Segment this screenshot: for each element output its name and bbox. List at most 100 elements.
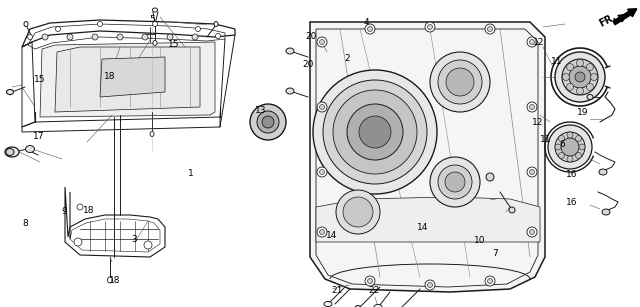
Circle shape: [77, 204, 83, 210]
Text: 10: 10: [474, 236, 486, 246]
Circle shape: [216, 33, 221, 38]
Circle shape: [438, 60, 482, 104]
Circle shape: [488, 26, 493, 32]
Text: 5: 5: [149, 14, 154, 24]
Circle shape: [367, 26, 372, 32]
Circle shape: [262, 116, 274, 128]
Circle shape: [144, 241, 152, 249]
Circle shape: [586, 64, 593, 71]
Text: 21: 21: [332, 286, 343, 295]
Circle shape: [359, 116, 391, 148]
Circle shape: [28, 34, 33, 40]
Circle shape: [559, 153, 564, 158]
Circle shape: [555, 132, 585, 162]
Text: 9: 9: [61, 207, 67, 216]
Circle shape: [575, 72, 585, 82]
Ellipse shape: [24, 21, 28, 26]
Circle shape: [485, 24, 495, 34]
Text: 11: 11: [551, 57, 563, 66]
Circle shape: [579, 144, 585, 150]
Circle shape: [317, 102, 327, 112]
Circle shape: [529, 40, 534, 45]
Ellipse shape: [26, 146, 35, 153]
Polygon shape: [55, 47, 200, 112]
Circle shape: [367, 278, 372, 283]
Circle shape: [561, 138, 579, 156]
Circle shape: [56, 26, 61, 32]
Circle shape: [445, 172, 465, 192]
Text: 22: 22: [369, 286, 380, 295]
Ellipse shape: [324, 301, 332, 306]
Circle shape: [567, 132, 573, 138]
Circle shape: [430, 52, 490, 112]
Circle shape: [485, 276, 495, 286]
Ellipse shape: [602, 209, 610, 215]
Text: 16: 16: [566, 198, 577, 207]
Circle shape: [527, 102, 537, 112]
Circle shape: [317, 227, 327, 237]
Circle shape: [488, 278, 493, 283]
Circle shape: [365, 24, 375, 34]
Circle shape: [142, 34, 148, 40]
Circle shape: [446, 68, 474, 96]
Circle shape: [117, 34, 123, 40]
Circle shape: [92, 34, 98, 40]
Circle shape: [195, 26, 200, 32]
Circle shape: [319, 104, 324, 110]
Ellipse shape: [150, 131, 154, 137]
Circle shape: [428, 282, 433, 287]
Circle shape: [97, 21, 102, 26]
Text: 18: 18: [109, 276, 121, 286]
Circle shape: [529, 169, 534, 174]
Circle shape: [319, 169, 324, 174]
Polygon shape: [316, 197, 540, 242]
Circle shape: [192, 34, 198, 40]
Ellipse shape: [374, 305, 382, 307]
Text: 12: 12: [532, 118, 543, 127]
Ellipse shape: [599, 169, 607, 175]
Text: 6: 6: [559, 140, 564, 149]
Circle shape: [425, 280, 435, 290]
Circle shape: [586, 84, 593, 90]
Polygon shape: [40, 42, 215, 117]
Text: 19: 19: [577, 107, 588, 117]
Ellipse shape: [108, 277, 113, 283]
Text: 16: 16: [566, 170, 577, 180]
Text: 1: 1: [188, 169, 193, 178]
Text: 20: 20: [305, 32, 317, 41]
Circle shape: [336, 190, 380, 234]
Circle shape: [577, 87, 584, 95]
Text: 17: 17: [33, 132, 44, 141]
Circle shape: [74, 238, 82, 246]
Circle shape: [343, 197, 373, 227]
Ellipse shape: [6, 90, 13, 95]
Text: 18: 18: [104, 72, 116, 81]
Text: 18: 18: [83, 206, 94, 215]
Circle shape: [42, 34, 48, 40]
Text: FR.: FR.: [597, 12, 618, 29]
Circle shape: [527, 227, 537, 237]
Ellipse shape: [286, 48, 294, 54]
Circle shape: [250, 104, 286, 140]
Circle shape: [438, 165, 472, 199]
Ellipse shape: [5, 147, 19, 157]
Circle shape: [559, 135, 564, 142]
Circle shape: [529, 230, 534, 235]
Text: 7: 7: [492, 249, 497, 258]
Ellipse shape: [152, 8, 157, 12]
Circle shape: [317, 167, 327, 177]
Circle shape: [425, 22, 435, 32]
Text: 11: 11: [540, 135, 551, 144]
Ellipse shape: [153, 41, 157, 45]
Polygon shape: [310, 22, 545, 292]
Circle shape: [333, 90, 417, 174]
Circle shape: [563, 73, 570, 80]
Circle shape: [567, 156, 573, 162]
Circle shape: [347, 104, 403, 160]
Circle shape: [562, 59, 598, 95]
Ellipse shape: [509, 207, 515, 213]
Circle shape: [365, 276, 375, 286]
Text: 3: 3: [132, 235, 137, 244]
FancyArrow shape: [613, 9, 637, 25]
Text: 15: 15: [34, 75, 45, 84]
